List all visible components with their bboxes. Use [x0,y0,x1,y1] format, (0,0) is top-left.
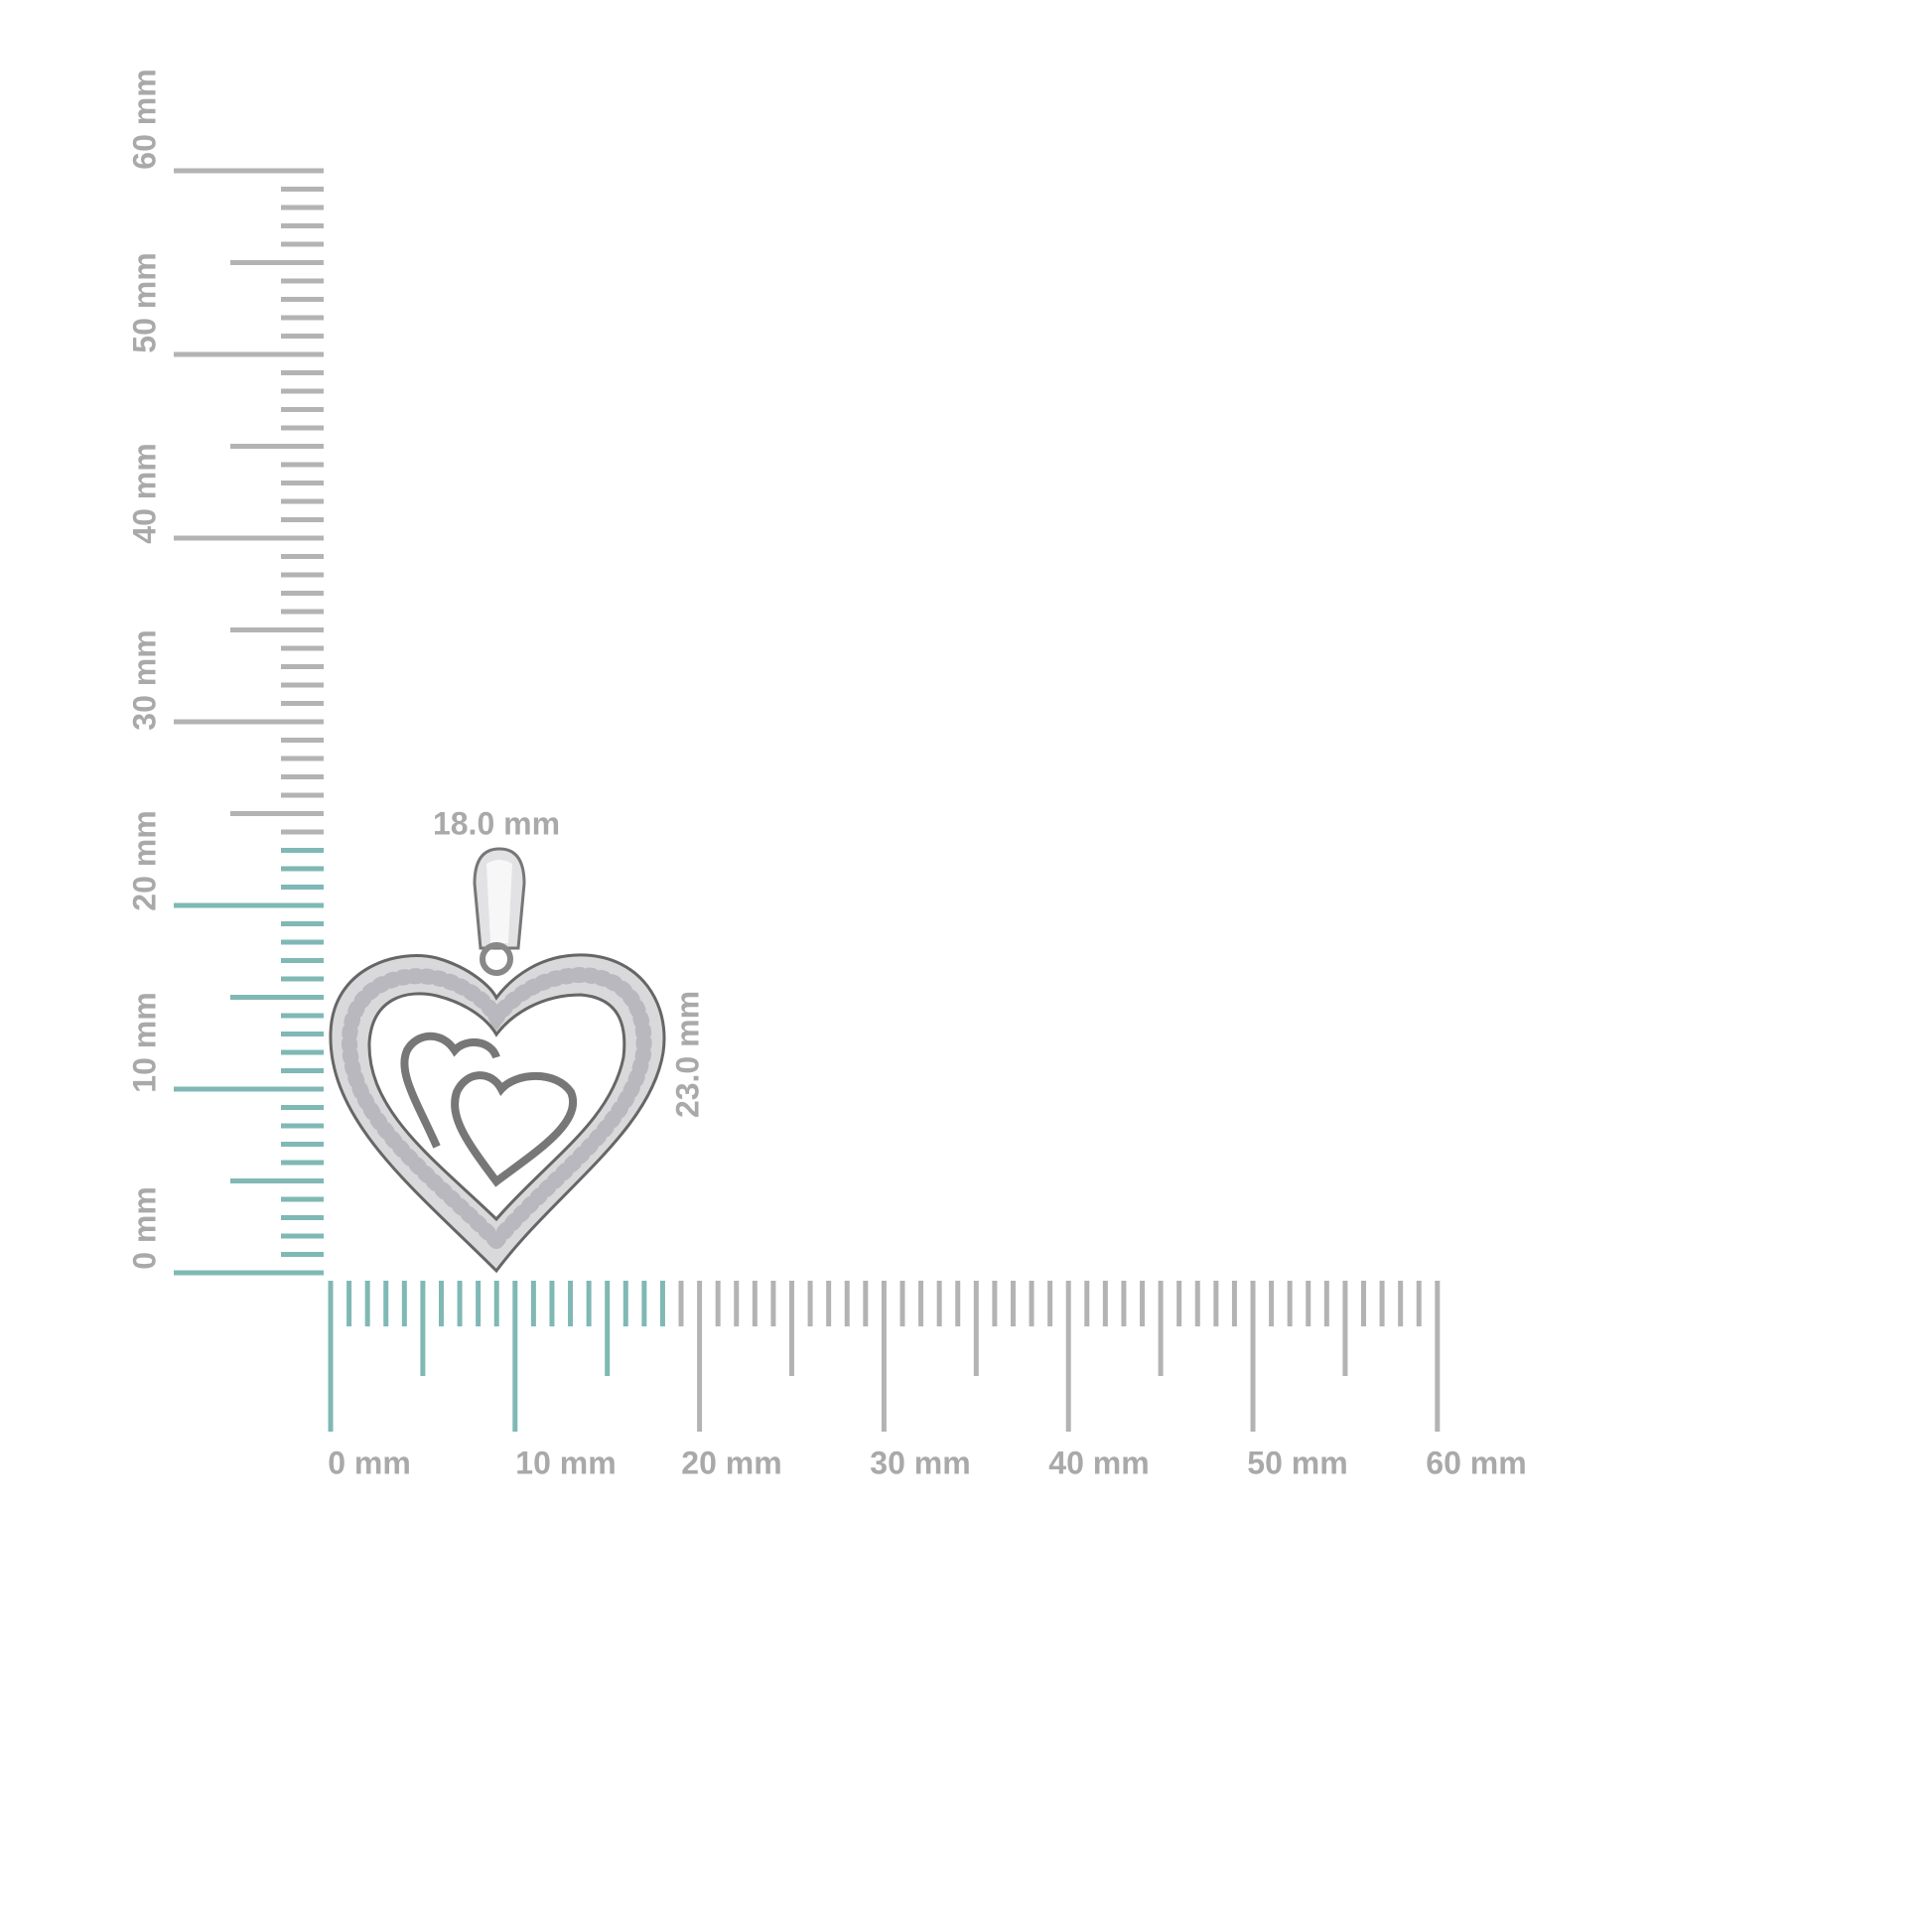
ruler-label: 50 mm [1247,1445,1347,1480]
ruler-label: 30 mm [870,1445,970,1480]
ruler-label: 20 mm [126,810,162,910]
pendant [329,847,666,1274]
ruler-label: 40 mm [126,443,162,543]
width-label: 18.0 mm [433,805,560,841]
ruler-label: 60 mm [126,69,162,169]
ruler-label: 20 mm [681,1445,781,1480]
height-label: 23.0 mm [669,991,705,1118]
ruler-label: 10 mm [515,1445,616,1480]
ruler-label: 40 mm [1048,1445,1149,1480]
ruler-label: 10 mm [126,992,162,1092]
ruler-label: 0 mm [126,1186,162,1270]
ruler-label: 50 mm [126,252,162,352]
ruler-label: 60 mm [1426,1445,1526,1480]
ruler-label: 0 mm [328,1445,411,1480]
ruler-label: 30 mm [126,629,162,730]
